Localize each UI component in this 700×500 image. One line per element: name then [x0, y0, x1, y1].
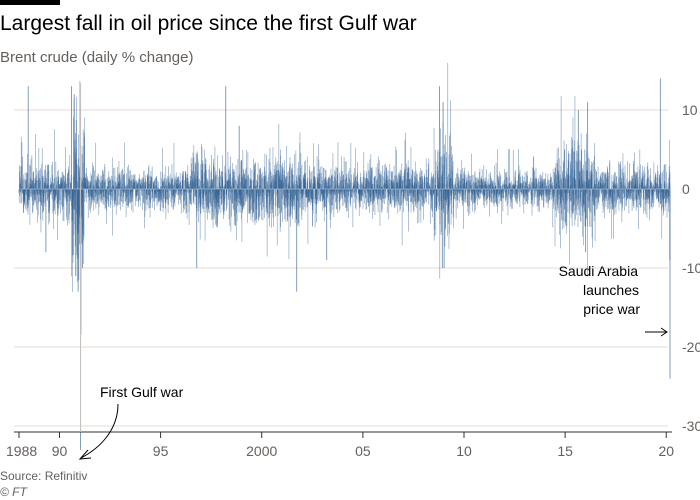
gulf-war-arrow	[80, 403, 119, 459]
annotation-saudi-line: launches	[583, 282, 639, 298]
x-tick-label: 1988	[6, 443, 37, 459]
x-axis: 1988 90 95 2000 05 10 15 20	[6, 431, 674, 459]
annotation-gulf-war: First Gulf war	[100, 384, 184, 400]
chart-bars	[18, 62, 671, 450]
x-tick-label: 15	[557, 443, 573, 459]
y-axis-labels: 10 0 -10 -20 -30	[682, 102, 700, 434]
chart-annotations: First Gulf war Saudi Arabia launches price …	[78, 83, 668, 460]
y-tick-label: -20	[682, 339, 700, 355]
annotation-saudi-line: Saudi Arabia	[559, 263, 639, 279]
copyright-note: © FT	[0, 485, 27, 499]
chart-subtitle: Brent crude (daily % change)	[0, 49, 194, 66]
chart-gridlines	[14, 109, 668, 427]
gulf-war-arrowhead	[78, 449, 92, 460]
y-tick-label: -10	[682, 260, 700, 276]
x-tick-label: 20	[658, 443, 674, 459]
chart-title: Largest fall in oil price since the firs…	[0, 12, 417, 35]
x-tick-label: 2000	[246, 443, 277, 459]
x-tick-label: 95	[153, 443, 169, 459]
y-tick-label: 0	[682, 181, 690, 197]
ft-brand-bar	[0, 0, 60, 5]
y-tick-label: 10	[682, 102, 698, 118]
x-tick-label: 10	[456, 443, 472, 459]
source-note: Source: Refinitiv	[0, 469, 88, 483]
x-tick-label: 90	[52, 443, 68, 459]
x-tick-label: 05	[355, 443, 371, 459]
y-tick-label: -30	[682, 418, 700, 434]
annotation-saudi-line: price war	[583, 301, 640, 317]
saudi-arrowhead	[660, 327, 668, 337]
